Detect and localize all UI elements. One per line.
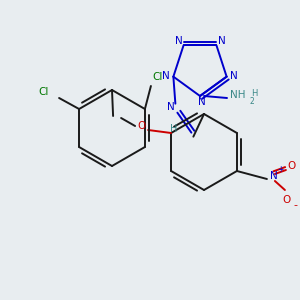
Text: O: O — [283, 195, 291, 205]
Text: 2: 2 — [250, 98, 254, 106]
Text: H: H — [170, 124, 177, 134]
Text: -: - — [294, 200, 298, 210]
Text: Cl: Cl — [38, 87, 48, 97]
Text: O: O — [288, 161, 296, 171]
Text: H: H — [251, 88, 257, 98]
Text: N: N — [175, 36, 182, 46]
Text: O: O — [137, 121, 145, 131]
Text: N: N — [270, 171, 278, 181]
Text: N: N — [218, 36, 225, 46]
Text: N: N — [163, 71, 170, 81]
Text: +: + — [277, 164, 283, 173]
Text: N: N — [167, 102, 175, 112]
Text: N: N — [230, 71, 238, 81]
Text: NH: NH — [230, 90, 246, 100]
Text: Cl: Cl — [153, 72, 163, 82]
Text: N: N — [198, 97, 206, 107]
